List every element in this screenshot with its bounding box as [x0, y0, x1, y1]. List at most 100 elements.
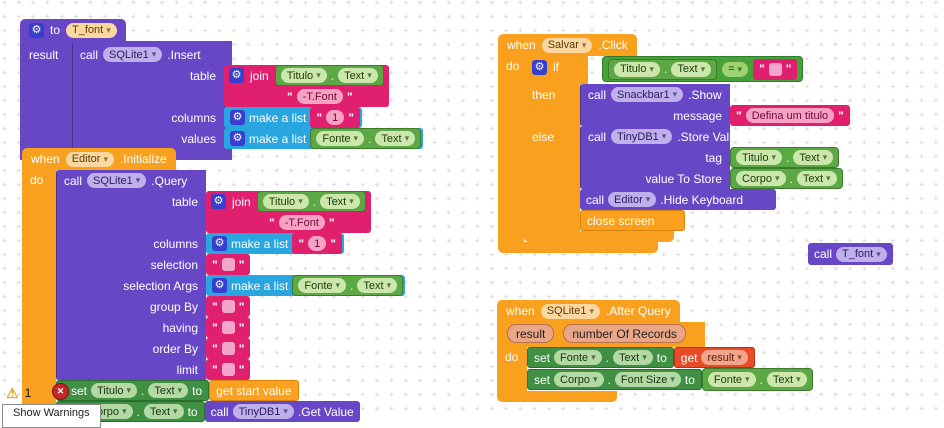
- string-field[interactable]: [221, 321, 235, 334]
- string-field[interactable]: [221, 300, 235, 313]
- call-editor-hidekeyboard-block[interactable]: call Editor .Hide Keyboard: [580, 189, 776, 210]
- mutator-gear-icon[interactable]: ⚙: [230, 131, 245, 146]
- empty-string-block[interactable]: [753, 58, 798, 80]
- when-salvar-click-block[interactable]: when Salvar .Click do ⚙ if Titulo . Text…: [498, 34, 850, 253]
- string-field[interactable]: 1: [308, 236, 327, 251]
- when-sqlite-afterquery-block[interactable]: when SQLite1 .After Query result number …: [497, 300, 813, 402]
- variable-dropdown[interactable]: result: [701, 350, 748, 365]
- property-dropdown[interactable]: Text: [320, 194, 360, 209]
- if-block[interactable]: ⚙ if Titulo . Text = then: [524, 56, 850, 242]
- component-dropdown[interactable]: SQLite1: [540, 303, 600, 319]
- show-warnings-button[interactable]: Show Warnings: [2, 404, 101, 428]
- set-fonte-text-block[interactable]: set Fonte . Text to: [527, 347, 674, 368]
- empty-string-block[interactable]: [206, 254, 251, 275]
- string-field[interactable]: [768, 62, 782, 76]
- string-block[interactable]: 1: [292, 233, 342, 254]
- warning-indicator[interactable]: ⚠ 1: [6, 386, 31, 400]
- when-editor-initialize-block[interactable]: when Editor .Initialize do call SQLite1 …: [22, 148, 406, 422]
- string-field[interactable]: 1: [326, 110, 345, 125]
- component-dropdown[interactable]: Snackbar1: [611, 87, 684, 102]
- property-dropdown[interactable]: Text: [357, 278, 398, 293]
- event-header[interactable]: when Salvar .Click: [498, 34, 637, 56]
- component-dropdown[interactable]: TinyDB1: [232, 404, 294, 419]
- mutator-gear-icon[interactable]: ⚙: [211, 194, 226, 209]
- event-param-number-of-records[interactable]: number Of Records: [563, 324, 687, 343]
- component-dropdown[interactable]: Titulo: [91, 383, 138, 398]
- property-dropdown[interactable]: Text: [793, 150, 834, 165]
- titulo-text-getter-block[interactable]: Titulo . Text: [274, 65, 384, 86]
- set-titulo-text-block[interactable]: set Titulo . Text to: [56, 380, 210, 401]
- component-dropdown[interactable]: SQLite1: [103, 47, 163, 62]
- set-corpo-fontsize-block[interactable]: set Corpo . Font Size to: [527, 369, 702, 390]
- component-dropdown[interactable]: Editor: [608, 192, 657, 207]
- call-sqlite-insert-block[interactable]: call SQLite1 .Insert table ⚙ join Titulo…: [72, 44, 424, 149]
- mutator-gear-icon[interactable]: ⚙: [29, 22, 44, 38]
- procedure-name-field[interactable]: T_font: [66, 22, 117, 38]
- string-block[interactable]: -T.Font: [287, 89, 353, 104]
- call-sqlite-query-block[interactable]: call SQLite1 .Query table ⚙ join Titulo …: [56, 170, 406, 380]
- property-dropdown[interactable]: Text: [143, 404, 184, 419]
- string-field[interactable]: [221, 258, 235, 271]
- component-dropdown[interactable]: Titulo: [262, 194, 309, 209]
- string-field[interactable]: Defina um titulo: [745, 108, 835, 123]
- fonte-text-getter-block[interactable]: Fonte . Text: [292, 275, 404, 296]
- make-a-list-block[interactable]: ⚙ make a list Fonte . Text: [224, 128, 424, 149]
- make-a-list-block[interactable]: ⚙ make a list Fonte . Text: [206, 275, 406, 296]
- procedure-dropdown[interactable]: T_font: [836, 246, 887, 262]
- component-dropdown[interactable]: Editor: [65, 151, 114, 167]
- component-dropdown[interactable]: SQLite1: [87, 173, 147, 188]
- component-dropdown[interactable]: Fonte: [707, 372, 756, 387]
- call-tinydb-getvalue-block[interactable]: call TinyDB1 .Get Value: [204, 401, 360, 422]
- make-a-list-block[interactable]: ⚙ make a list 1: [206, 233, 344, 254]
- mutator-gear-icon[interactable]: ⚙: [212, 278, 227, 293]
- property-dropdown[interactable]: Text: [338, 68, 378, 83]
- component-dropdown[interactable]: Fonte: [316, 131, 365, 146]
- component-dropdown[interactable]: Fonte: [298, 278, 347, 293]
- mutator-gear-icon[interactable]: ⚙: [212, 236, 227, 251]
- component-dropdown[interactable]: Fonte: [554, 350, 602, 365]
- titulo-text-getter-block[interactable]: Titulo . Text: [256, 191, 366, 212]
- mutator-gear-icon[interactable]: ⚙: [229, 68, 244, 83]
- make-a-list-block[interactable]: ⚙ make a list 1: [224, 107, 362, 128]
- procedure-tfont-block[interactable]: ⚙ to T_font result call SQLite1 .Insert …: [20, 19, 424, 160]
- join-block[interactable]: ⚙ join Titulo . Text -T.Font: [206, 191, 371, 233]
- empty-string-block[interactable]: [206, 296, 251, 317]
- event-header[interactable]: when SQLite1 .After Query: [497, 300, 680, 322]
- operator-dropdown[interactable]: =: [722, 61, 749, 77]
- component-dropdown[interactable]: TinyDB1: [611, 129, 673, 144]
- empty-string-block[interactable]: [206, 359, 251, 380]
- component-dropdown[interactable]: Salvar: [541, 37, 593, 53]
- join-block[interactable]: ⚙ join Titulo . Text -T.Font: [224, 65, 389, 107]
- property-dropdown[interactable]: Text: [796, 171, 837, 186]
- empty-string-block[interactable]: [206, 338, 251, 359]
- component-dropdown[interactable]: Titulo: [736, 150, 783, 165]
- call-snackbar-show-block[interactable]: call Snackbar1 .Show message Defina um t…: [580, 84, 850, 126]
- call-tinydb-storevalue-block[interactable]: call TinyDB1 .Store Value tag Titulo . T…: [580, 126, 843, 189]
- component-dropdown[interactable]: Corpo: [736, 171, 786, 186]
- string-field[interactable]: [221, 342, 235, 355]
- fonte-text-getter-block[interactable]: Fonte . Text: [310, 128, 422, 149]
- get-result-block[interactable]: get result: [673, 347, 755, 368]
- component-dropdown[interactable]: Corpo: [554, 372, 604, 387]
- string-block[interactable]: 1: [310, 107, 360, 128]
- component-dropdown[interactable]: Titulo: [280, 68, 327, 83]
- call-tfont-block[interactable]: call T_font: [808, 243, 893, 265]
- titulo-text-getter-block[interactable]: Titulo . Text: [730, 147, 840, 168]
- string-field[interactable]: [221, 363, 235, 376]
- property-dropdown[interactable]: Text: [766, 372, 807, 387]
- corpo-text-getter-block[interactable]: Corpo . Text: [730, 168, 843, 189]
- string-block[interactable]: Defina um titulo: [730, 105, 850, 126]
- close-screen-block[interactable]: close screen: [580, 210, 685, 231]
- mutator-gear-icon[interactable]: ⚙: [230, 110, 245, 125]
- procedure-header[interactable]: ⚙ to T_font: [20, 19, 126, 41]
- event-header[interactable]: when Editor .Initialize: [22, 148, 176, 170]
- event-param-result[interactable]: result: [507, 324, 555, 343]
- string-field[interactable]: -T.Font: [278, 215, 325, 230]
- component-dropdown[interactable]: Titulo: [614, 61, 661, 77]
- titulo-text-getter-block[interactable]: Titulo . Text: [608, 58, 718, 80]
- property-dropdown[interactable]: Font Size: [614, 372, 681, 387]
- string-field[interactable]: -T.Font: [296, 89, 343, 104]
- property-dropdown[interactable]: Text: [148, 383, 189, 398]
- property-dropdown[interactable]: Text: [671, 61, 712, 77]
- fonte-text-getter-block[interactable]: Fonte . Text: [701, 368, 813, 391]
